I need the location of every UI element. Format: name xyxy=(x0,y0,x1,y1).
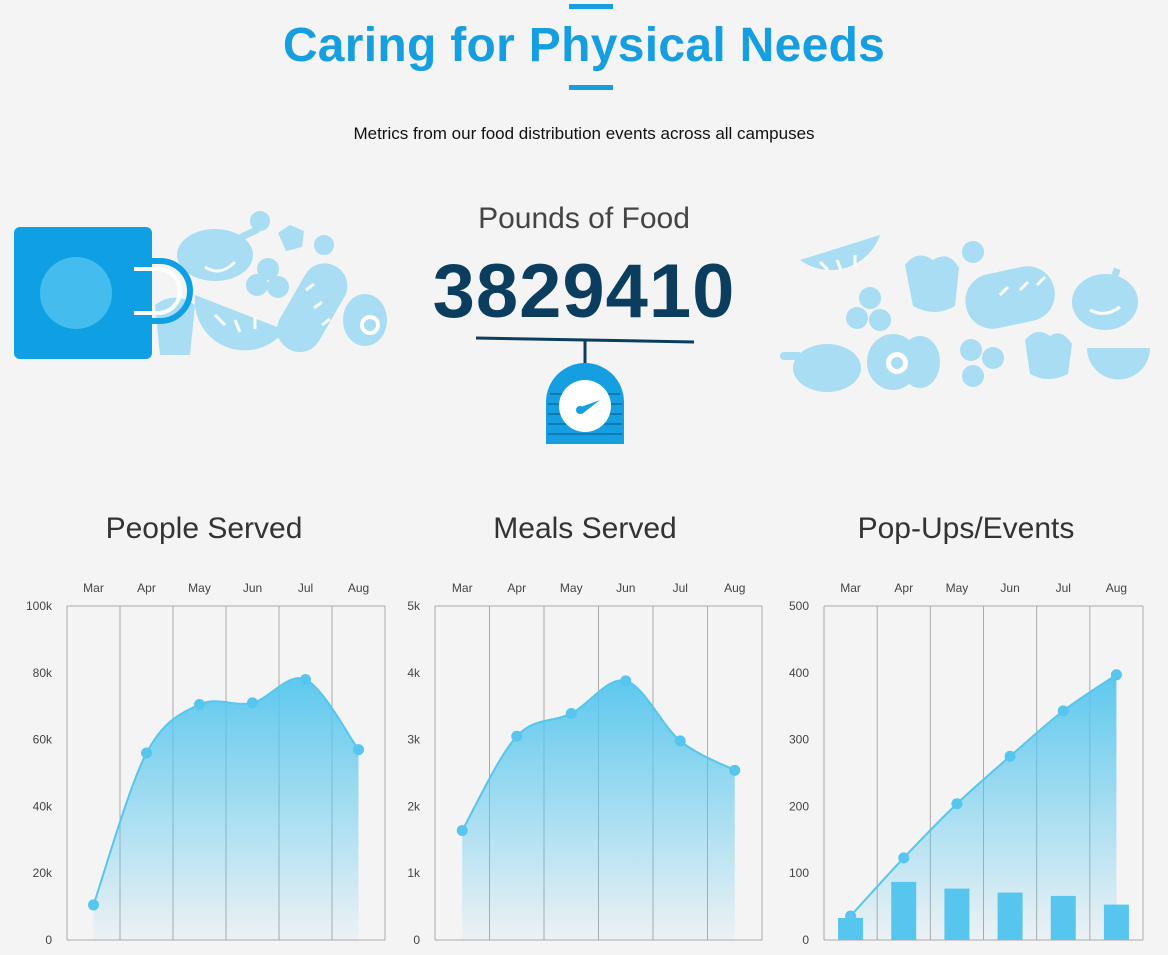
data-point xyxy=(729,764,741,776)
x-tick-label: Mar xyxy=(840,581,861,595)
chart-title-meals-served: Meals Served xyxy=(493,512,677,545)
x-tick-label: Apr xyxy=(894,581,913,595)
series-line xyxy=(849,673,1117,917)
stat-value: 3829410 xyxy=(432,249,736,334)
data-point xyxy=(88,899,99,911)
page-subtitle: Metrics from our food distribution event… xyxy=(353,124,815,143)
x-tick-label: Mar xyxy=(83,581,104,595)
y-tick-label: 300 xyxy=(789,733,809,747)
data-point xyxy=(141,747,152,759)
x-tick-label: May xyxy=(946,581,969,595)
x-tick-label: Mar xyxy=(452,581,473,595)
data-point xyxy=(898,852,910,864)
y-tick-label: 0 xyxy=(802,933,809,947)
y-tick-label: 4k xyxy=(407,666,421,680)
x-tick-label: Jul xyxy=(673,581,688,595)
data-point xyxy=(845,910,857,922)
y-tick-label: 80k xyxy=(33,666,53,680)
data-point xyxy=(353,744,364,756)
page-title: Caring for Physical Needs xyxy=(282,19,886,72)
data-point xyxy=(1057,705,1069,717)
x-tick-label: Apr xyxy=(507,581,526,595)
y-tick-label: 20k xyxy=(33,866,53,880)
y-tick-label: 100k xyxy=(26,599,53,613)
data-point xyxy=(247,697,258,709)
y-tick-label: 0 xyxy=(45,933,52,947)
data-point xyxy=(456,824,468,836)
data-point xyxy=(1004,750,1016,762)
x-tick-label: May xyxy=(560,581,583,595)
header: Caring for Physical Needs xyxy=(0,0,1168,100)
grocery-bag-icon xyxy=(14,227,193,359)
chart-title-people-served: People Served xyxy=(105,512,303,545)
stat-label: Pounds of Food xyxy=(478,202,690,235)
y-tick-label: 1k xyxy=(407,866,421,880)
title-accent-bar-bottom xyxy=(569,85,613,90)
food-illustration xyxy=(780,235,1150,392)
y-tick-label: 200 xyxy=(789,799,809,813)
meals-served-chart: Mar Apr May Jun Jul Aug 0 1k 2k 3k 4k 5k xyxy=(407,581,763,947)
data-point xyxy=(511,730,523,742)
y-tick-label: 40k xyxy=(33,799,53,813)
series-area xyxy=(93,678,359,940)
data-point xyxy=(620,675,632,687)
x-tick-label: Aug xyxy=(348,581,369,595)
x-tick-label: Aug xyxy=(724,581,745,595)
x-tick-label: Jul xyxy=(1056,581,1071,595)
y-tick-label: 2k xyxy=(407,799,421,813)
series-area xyxy=(462,680,735,940)
y-tick-label: 400 xyxy=(789,666,809,680)
x-tick-label: Apr xyxy=(137,581,156,595)
people-served-chart: Mar Apr May Jun Jul Aug 0 20k 40k 60k 80k 100k xyxy=(26,581,386,947)
y-tick-label: 60k xyxy=(33,733,53,747)
data-point xyxy=(194,699,205,711)
popups-events-chart: Mar Apr May Jun Jul Aug 0 100 200 300 400 500 xyxy=(789,581,1144,947)
data-point xyxy=(1110,669,1122,681)
series-line xyxy=(92,677,360,906)
y-tick-label: 0 xyxy=(413,933,420,947)
data-point xyxy=(951,798,963,810)
y-tick-label: 500 xyxy=(789,599,809,613)
scale-icon xyxy=(475,336,695,444)
y-tick-label: 3k xyxy=(407,733,421,747)
x-tick-label: Aug xyxy=(1106,581,1127,595)
x-tick-label: Jun xyxy=(243,581,262,595)
x-tick-label: May xyxy=(188,581,211,595)
series-area xyxy=(850,674,1117,940)
title-accent-bar-top xyxy=(569,4,613,9)
x-tick-label: Jun xyxy=(616,581,635,595)
chart-title-popups-events: Pop-Ups/Events xyxy=(857,512,1075,545)
food-items-icon xyxy=(780,235,1150,392)
data-point xyxy=(674,735,686,747)
y-tick-label: 5k xyxy=(407,599,421,613)
data-point xyxy=(565,708,577,720)
grocery-bag-illustration xyxy=(14,211,387,359)
y-tick-label: 100 xyxy=(789,866,809,880)
x-tick-label: Jul xyxy=(298,581,313,595)
x-tick-label: Jun xyxy=(1000,581,1019,595)
data-point xyxy=(300,673,311,685)
